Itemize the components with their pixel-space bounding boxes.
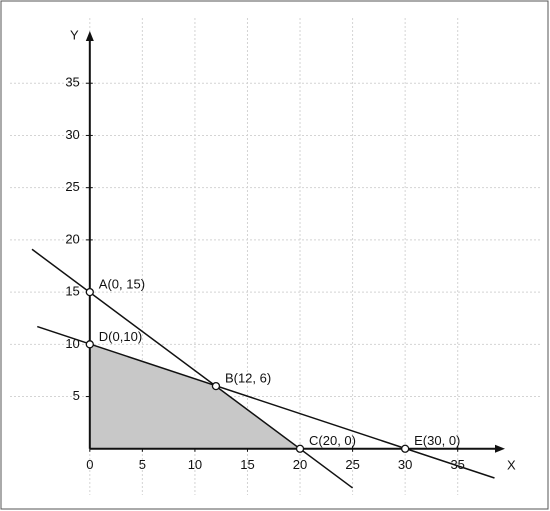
x-tick-label: 20 xyxy=(293,457,307,472)
y-tick-label: 5 xyxy=(73,388,80,403)
point-label: A(0, 15) xyxy=(99,277,145,292)
corner-point xyxy=(85,287,94,297)
x-tick-label: 25 xyxy=(345,457,359,472)
y-axis-label: Y xyxy=(70,27,79,42)
x-axis-arrow xyxy=(495,444,505,453)
point-label: C(20, 0) xyxy=(309,433,356,448)
x-tick-label: 0 xyxy=(86,457,93,472)
constraint-line xyxy=(37,325,495,479)
x-tick-label: 5 xyxy=(139,457,146,472)
x-tick-label: 35 xyxy=(450,457,464,472)
corner-point xyxy=(211,381,221,391)
y-axis-arrow xyxy=(85,31,94,41)
y-tick-label: 35 xyxy=(65,75,79,90)
y-tick-label: 30 xyxy=(65,127,79,142)
x-tick-label: 15 xyxy=(240,457,254,472)
corner-point xyxy=(400,444,410,453)
corner-point xyxy=(85,340,94,349)
point-label: B(12, 6) xyxy=(225,371,271,386)
x-tick-label: 30 xyxy=(398,457,412,472)
x-tick-label: 10 xyxy=(188,457,202,472)
y-tick-label: 15 xyxy=(65,284,79,299)
y-tick-label: 20 xyxy=(65,231,79,246)
point-label: D(0,10) xyxy=(99,329,142,344)
x-axis-label: X xyxy=(507,457,516,472)
corner-point xyxy=(295,444,305,453)
y-tick-label: 25 xyxy=(65,179,79,194)
feasible-region xyxy=(89,344,301,449)
point-label: E(30, 0) xyxy=(414,433,460,448)
